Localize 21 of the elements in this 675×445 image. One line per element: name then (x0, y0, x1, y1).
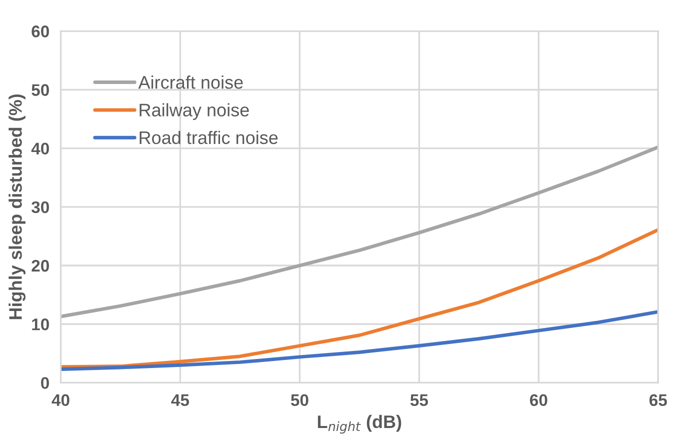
line-series (60, 228, 658, 369)
line-series (60, 310, 658, 371)
y-axis-title: Highly sleep disturbed (%) (8, 94, 26, 320)
y-tick-label: 40 (31, 142, 49, 155)
y-tick-label: 20 (32, 260, 49, 272)
x-tick-label: 55 (410, 394, 428, 406)
line-series (60, 145, 658, 318)
legend-label: Railway noise (140, 103, 249, 120)
x-tick-label: 40 (52, 394, 70, 406)
y-tick-label: 30 (31, 201, 49, 214)
y-tick-label: 10 (32, 318, 49, 330)
x-tick-label: 60 (530, 394, 548, 406)
x-axis-title: L$_{night}$ (dB) (318, 414, 402, 434)
x-tick-label: 65 (649, 394, 667, 406)
y-tick-label: 50 (32, 84, 49, 96)
y-tick-label: 0 (41, 377, 49, 389)
legend-label: Aircraft noise (138, 76, 243, 89)
y-tick-label: 60 (32, 26, 49, 38)
x-tick-label: 50 (290, 394, 308, 406)
x-tick-label: 45 (171, 394, 190, 406)
legend-label: Road traffic noise (140, 130, 278, 144)
